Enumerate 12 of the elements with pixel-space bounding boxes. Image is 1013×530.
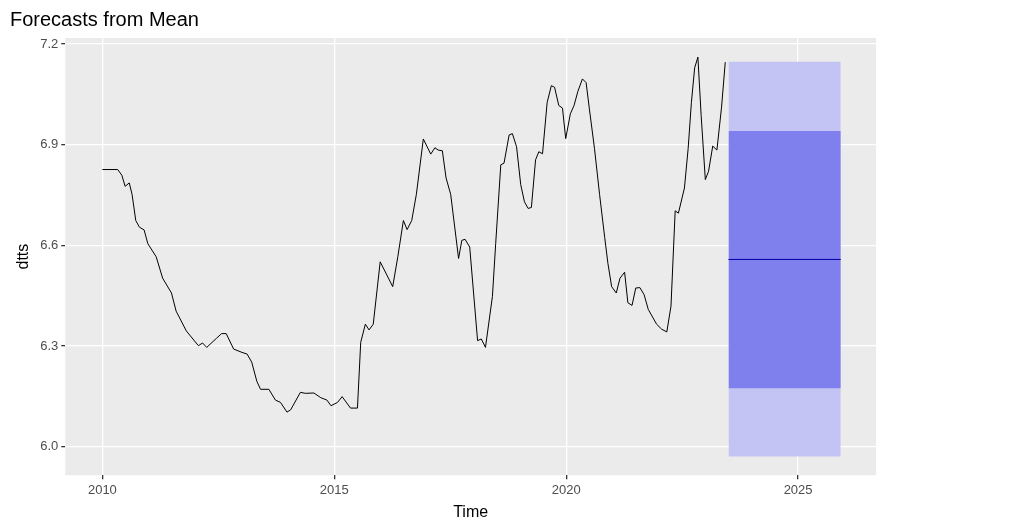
x-tick-label: 2010 [87, 481, 117, 497]
chart-title: Forecasts from Mean [10, 7, 199, 30]
x-tick-label: 2025 [783, 481, 813, 497]
x-tick-label: 2015 [319, 481, 349, 497]
y-tick-label: 6.9 [40, 136, 59, 152]
x-axis-title: Time [453, 502, 489, 520]
y-tick-label: 6.6 [40, 236, 59, 252]
y-axis-title: dtts [14, 243, 32, 270]
y-tick-label: 6.0 [40, 438, 59, 454]
y-tick-label: 6.3 [40, 337, 59, 353]
x-tick-label: 2020 [551, 481, 581, 497]
y-tick-label: 7.2 [40, 35, 59, 51]
